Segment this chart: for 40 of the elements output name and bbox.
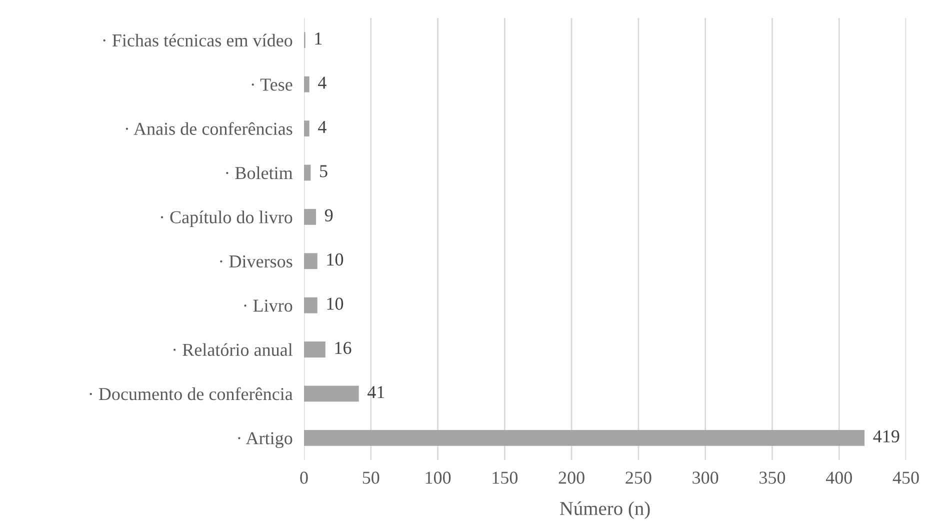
x-tick-label: 0 bbox=[300, 472, 308, 484]
x-tick-label: 400 bbox=[826, 472, 852, 484]
x-tick-label: 150 bbox=[492, 472, 518, 484]
x-axis-title: Número (n) bbox=[560, 501, 650, 520]
y-tick-label: · Relatório anual bbox=[174, 343, 293, 356]
y-tick-label: · Livro bbox=[244, 300, 292, 312]
data-label: 10 bbox=[327, 253, 344, 266]
data-label: 1 bbox=[315, 32, 322, 44]
bar bbox=[304, 386, 359, 402]
y-tick-label: · Documento de conferência bbox=[90, 387, 293, 400]
data-label: 419 bbox=[873, 430, 900, 442]
bar bbox=[304, 430, 865, 446]
bar bbox=[304, 164, 311, 181]
data-label: 16 bbox=[335, 342, 352, 354]
y-tick-label: · Tese bbox=[252, 78, 292, 91]
y-tick-label: · Anais de conferências bbox=[126, 122, 292, 135]
y-tick-label: · Boletim bbox=[226, 166, 293, 180]
y-tick-label: · Diversos bbox=[220, 255, 292, 268]
x-tick-label: 350 bbox=[760, 472, 786, 484]
bar bbox=[304, 342, 326, 358]
x-tick-label: 300 bbox=[692, 472, 718, 484]
data-label: 4 bbox=[318, 120, 326, 133]
x-tick-label: 250 bbox=[626, 472, 652, 484]
bar bbox=[304, 76, 310, 92]
x-tick-label: 450 bbox=[892, 472, 919, 484]
y-tick-label: · Fichas técnicas em vídeo bbox=[103, 34, 292, 47]
bar bbox=[304, 120, 310, 136]
x-tick-label: 50 bbox=[362, 472, 380, 484]
bar bbox=[304, 297, 318, 314]
data-label: 10 bbox=[327, 298, 344, 310]
data-label: 9 bbox=[324, 209, 333, 222]
bar bbox=[304, 253, 318, 270]
y-tick-label: · Capítulo do livro bbox=[160, 210, 292, 228]
data-label: 4 bbox=[318, 76, 326, 89]
data-label: 5 bbox=[320, 165, 328, 178]
data-label: 41 bbox=[368, 386, 384, 398]
x-tick-label: 100 bbox=[426, 472, 451, 484]
y-tick-label: · Artigo bbox=[238, 432, 292, 448]
bar bbox=[304, 208, 316, 225]
x-tick-label: 200 bbox=[558, 472, 584, 484]
